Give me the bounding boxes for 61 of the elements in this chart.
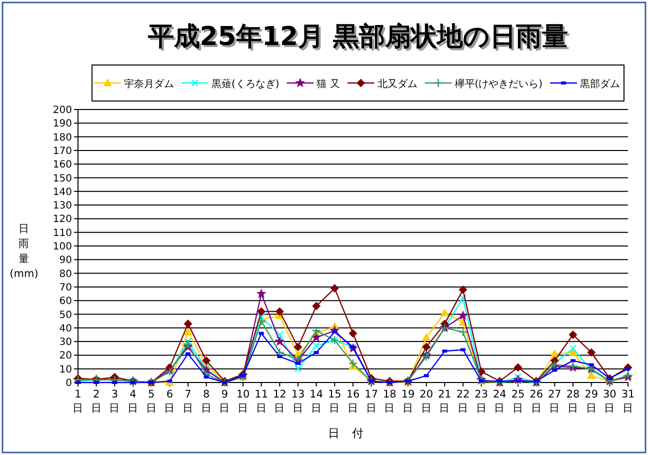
y-tick-label: 110 bbox=[52, 228, 72, 239]
x-tick-label: 8日 bbox=[200, 388, 212, 414]
y-tick-label: 140 bbox=[52, 186, 72, 198]
y-tick-label: 40 bbox=[59, 323, 72, 334]
x-tick-label: 1日 bbox=[72, 388, 84, 414]
x-tick-label: 10日 bbox=[236, 388, 250, 414]
y-tick-label: 10 bbox=[59, 364, 72, 376]
legend-label: 欅平(けやきだいら) bbox=[454, 78, 543, 90]
y-tick-label: 70 bbox=[59, 282, 72, 294]
x-tick-label: 26日 bbox=[530, 388, 544, 414]
x-tick-label: 9日 bbox=[219, 388, 230, 414]
x-tick-label: 29日 bbox=[584, 388, 598, 414]
chart-title: 平成25年12月 黒部扇状地の日雨量 bbox=[146, 22, 568, 52]
x-tick-label: 25日 bbox=[511, 388, 525, 414]
y-tick-label: 30 bbox=[59, 337, 72, 348]
legend-label: 黒薙(くろなぎ) bbox=[211, 78, 280, 90]
x-tick-label: 27日 bbox=[548, 388, 562, 414]
x-tick-label: 16日 bbox=[346, 388, 360, 414]
x-tick-label: 24日 bbox=[492, 388, 507, 414]
x-tick-label: 12日 bbox=[272, 388, 286, 414]
y-tick-label: 150 bbox=[52, 173, 72, 184]
x-tick-label: 20日 bbox=[420, 388, 434, 414]
x-tick-label: 17日 bbox=[364, 388, 378, 414]
legend-label: 黒部ダム bbox=[580, 78, 620, 90]
x-tick-label: 18日 bbox=[382, 388, 396, 414]
x-tick-label: 6日 bbox=[164, 388, 176, 414]
x-tick-label: 2日 bbox=[90, 388, 102, 414]
y-tick-label: 20 bbox=[59, 350, 72, 362]
x-tick-label: 4日 bbox=[128, 388, 138, 414]
x-tick-label: 11日 bbox=[254, 388, 268, 414]
x-tick-label: 14日 bbox=[310, 388, 324, 414]
y-axis-title: 日雨量(mm) bbox=[10, 223, 38, 280]
y-tick-label: 100 bbox=[52, 242, 72, 252]
x-tick-label: 23日 bbox=[474, 388, 488, 414]
x-tick-label: 13日 bbox=[291, 388, 305, 414]
y-tick-label: 180 bbox=[52, 132, 72, 144]
x-tick-label: 30日 bbox=[602, 388, 616, 414]
x-tick-label: 3日 bbox=[109, 388, 120, 414]
y-tick-label: 200 bbox=[52, 105, 72, 116]
legend-label: 宇奈月ダム bbox=[124, 78, 174, 90]
y-tick-label: 190 bbox=[52, 118, 72, 130]
y-tick-label: 50 bbox=[59, 310, 72, 321]
legend-label: 猫 又 bbox=[316, 79, 340, 90]
x-tick-label: 21日 bbox=[438, 388, 452, 414]
x-tick-label: 15日 bbox=[328, 388, 342, 414]
x-tick-label: 5日 bbox=[146, 388, 157, 414]
y-tick-label: 60 bbox=[59, 296, 72, 308]
legend-label: 北又ダム bbox=[377, 78, 418, 90]
x-tick-label: 31日 bbox=[621, 388, 635, 414]
y-tick-label: 160 bbox=[52, 160, 72, 171]
x-tick-label: 19日 bbox=[401, 388, 415, 414]
y-tick-label: 170 bbox=[52, 146, 72, 157]
x-tick-label: 22日 bbox=[456, 388, 470, 414]
x-tick-label: 28日 bbox=[566, 388, 580, 414]
y-tick-label: 80 bbox=[59, 268, 72, 280]
y-tick-label: 0 bbox=[66, 378, 72, 389]
x-axis-title: 日 付 bbox=[328, 426, 364, 440]
y-tick-label: 130 bbox=[52, 200, 72, 212]
y-tick-label: 90 bbox=[59, 255, 72, 266]
x-tick-label: 7日 bbox=[182, 388, 194, 414]
y-tick-label: 120 bbox=[52, 214, 72, 226]
